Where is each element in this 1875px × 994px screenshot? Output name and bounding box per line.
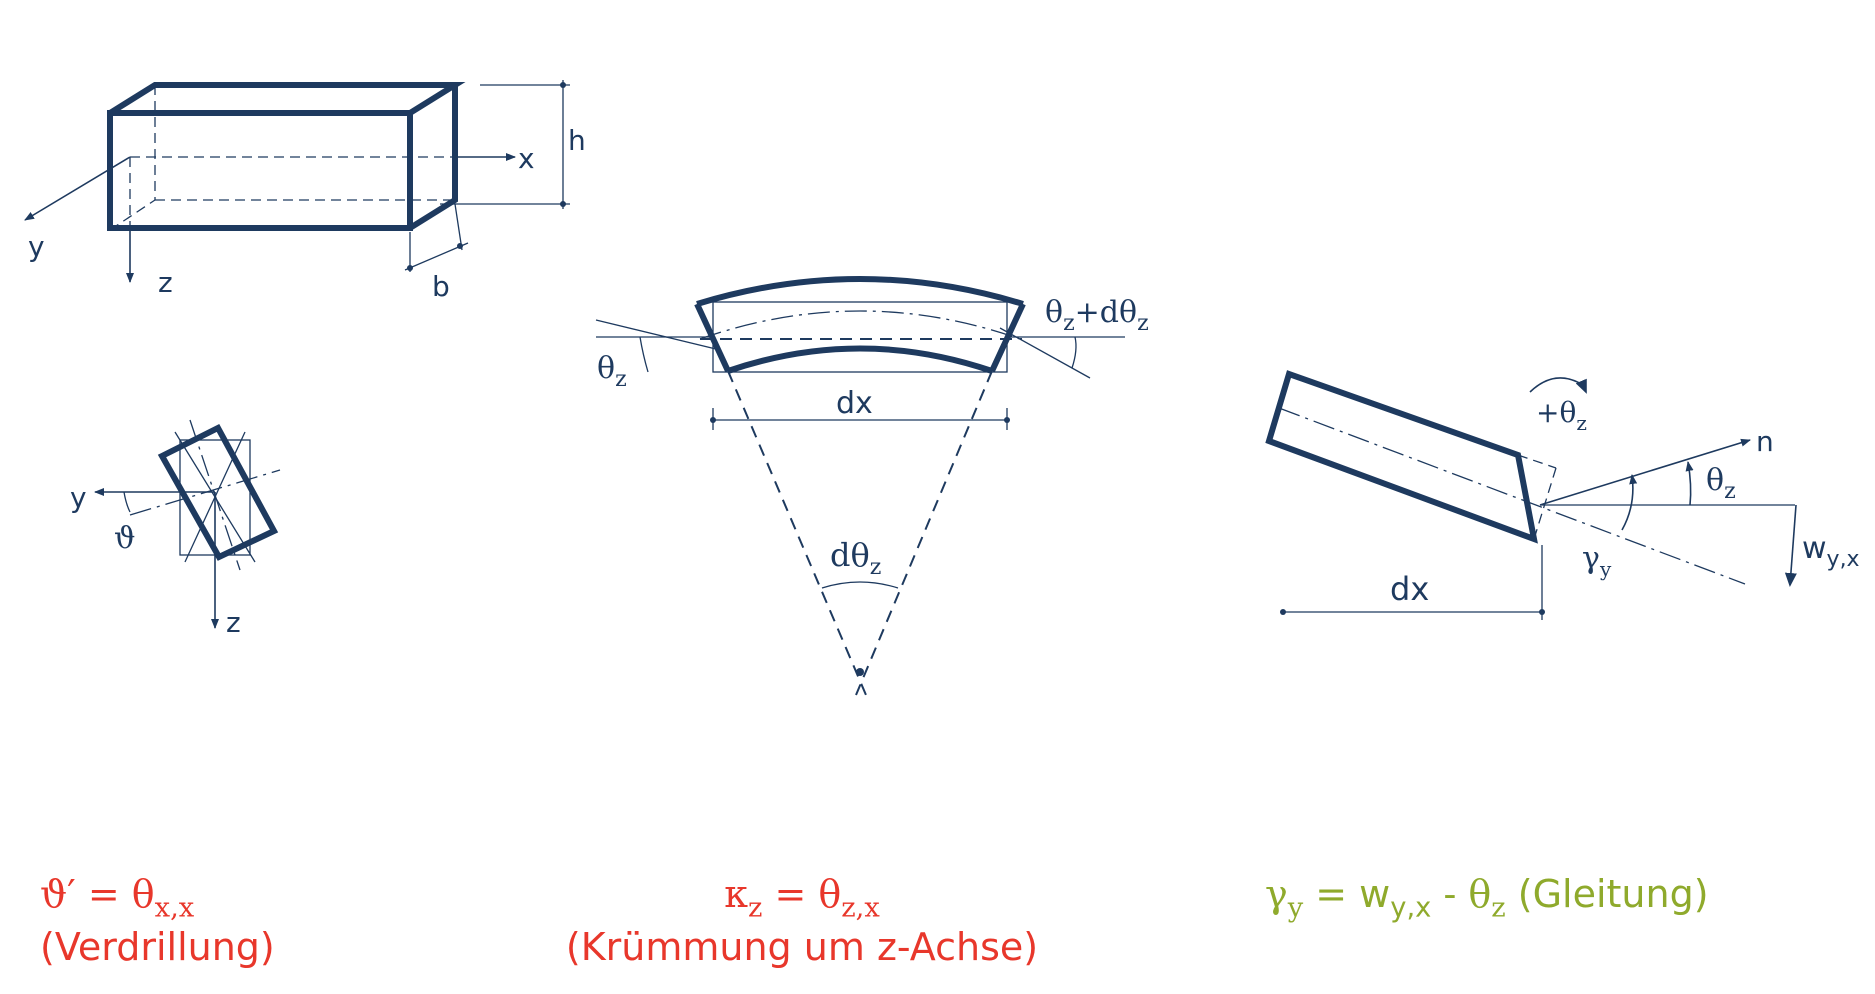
cs-z-label: z: [226, 606, 241, 639]
w-arrow: [1784, 504, 1797, 587]
caption-shear: (Gleitung): [1505, 872, 1709, 916]
curvature-element: θz θz+dθz dx dθz: [595, 276, 1149, 696]
cs-y-label: y: [70, 481, 87, 514]
rotation-label: +θz: [1536, 396, 1587, 435]
beam-y-label: y: [28, 230, 45, 263]
formula-torsion: ϑ′ = θx,x (Verdrillung): [40, 872, 275, 970]
shear-dx-label: dx: [1390, 570, 1429, 608]
theta-z-plus-label: θz+dθz: [1045, 295, 1149, 336]
cs-angle-label: ϑ: [114, 521, 135, 556]
y-axis-arrow: [24, 156, 131, 221]
beam-3d: x y z h b: [24, 80, 586, 303]
formula-shear: γy = wy,x - θz (Gleitung): [1265, 872, 1709, 924]
shear-element: +θz n θz γy wy,x dx: [1265, 370, 1860, 620]
caption-torsion: (Verdrillung): [40, 925, 275, 970]
beam-b-label: b: [432, 270, 450, 303]
caption-curvature: (Krümmung um z-Achse): [565, 925, 1039, 970]
gamma-label: γy: [1582, 541, 1612, 581]
n-label: n: [1756, 425, 1774, 458]
n-axis-arrow: [1539, 438, 1751, 506]
rotation-arrow: [1529, 377, 1587, 394]
dtheta-label: dθz: [830, 536, 881, 580]
shear-theta-label: θz: [1706, 463, 1736, 504]
beam-h-label: h: [568, 124, 586, 157]
cross-section-rotated: y z ϑ: [70, 419, 281, 639]
w-label: wy,x: [1802, 531, 1860, 572]
beam-x-label: x: [518, 142, 535, 175]
beam-z-label: z: [158, 266, 173, 299]
formula-curvature: κz = θz,x (Krümmung um z-Achse): [552, 872, 1052, 971]
theta-z-left-label: θz: [597, 351, 627, 392]
curv-dx-label: dx: [836, 386, 873, 421]
